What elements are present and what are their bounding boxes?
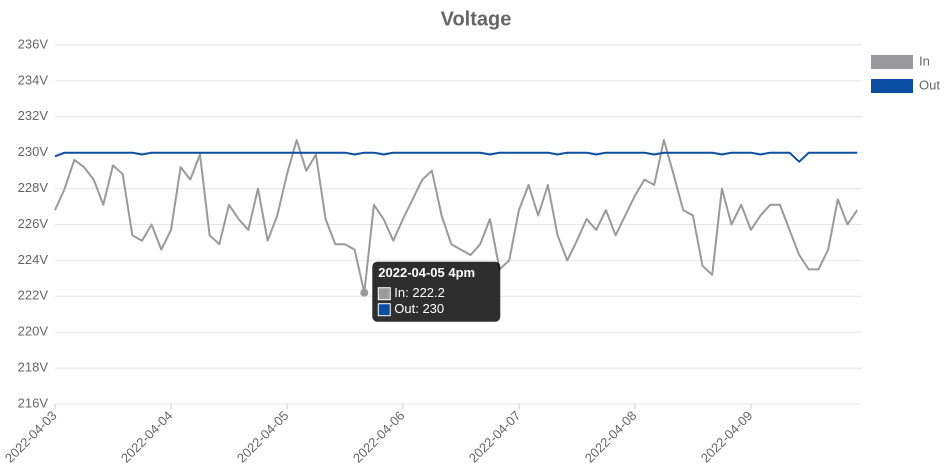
y-tick-label: 226V (18, 216, 49, 231)
y-tick-label: 220V (18, 324, 49, 339)
y-tick-label: 236V (18, 36, 49, 51)
series-line (54, 151, 858, 163)
y-tick-label: 234V (18, 72, 49, 87)
y-tick-label: 230V (18, 144, 49, 159)
x-tick-label: 2022-04-09 (698, 408, 756, 466)
x-tick-label: 2022-04-05 (234, 408, 292, 466)
tooltip-line: In: 222.2 (394, 285, 445, 300)
tooltip-box (372, 261, 501, 322)
y-tick-label: 216V (18, 395, 49, 410)
y-tick-label: 224V (18, 252, 49, 267)
y-tick-label: 222V (18, 288, 49, 303)
y-tick-label: 232V (18, 108, 49, 123)
legend-label: Out (919, 77, 940, 92)
tooltip-swatch (377, 303, 391, 317)
chart-title: Voltage (441, 8, 512, 30)
tooltip-point (360, 288, 369, 297)
tooltip-line: Out: 230 (394, 301, 444, 316)
x-tick-label: 2022-04-04 (118, 408, 176, 466)
x-tick-label: 2022-04-06 (350, 408, 408, 466)
series-line (54, 139, 859, 294)
legend-swatch (871, 79, 913, 93)
x-tick-label: 2022-04-08 (582, 408, 640, 466)
tooltip-swatch (377, 287, 391, 301)
legend-label: In (919, 53, 930, 68)
x-tick-label: 2022-04-03 (2, 408, 60, 466)
tooltip-title: 2022-04-05 4pm (378, 265, 475, 280)
legend-swatch (871, 55, 913, 69)
y-tick-label: 228V (18, 180, 49, 195)
x-tick-label: 2022-04-07 (466, 408, 524, 466)
y-tick-label: 218V (18, 360, 49, 375)
